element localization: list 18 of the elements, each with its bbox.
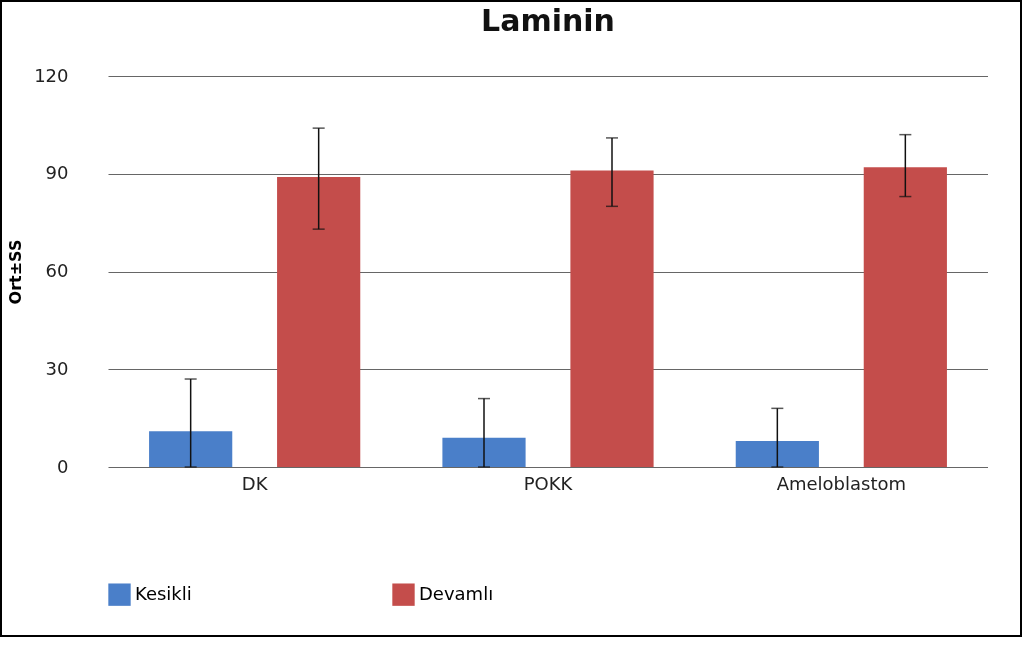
bar [442, 437, 526, 467]
bar [735, 440, 819, 467]
bar [863, 167, 947, 467]
y-tick-label: 60 [45, 260, 69, 281]
legend-label: Devamlı [419, 582, 494, 604]
legend-label: Kesikli [135, 582, 192, 604]
chart-title: Laminin [481, 3, 615, 38]
y-tick-label: 90 [45, 162, 69, 184]
bar [277, 177, 361, 467]
y-tick-label: 30 [45, 357, 69, 379]
x-tick-label: DK [241, 472, 269, 494]
x-tick-label: POKK [523, 472, 574, 494]
y-axis-title: Ort±SS [6, 239, 26, 305]
y-tick-label: 120 [34, 64, 69, 86]
x-tick-label: Ameloblastom [776, 472, 907, 494]
bar [149, 431, 233, 467]
bar [570, 170, 654, 467]
y-tick-label: 0 [57, 455, 69, 477]
